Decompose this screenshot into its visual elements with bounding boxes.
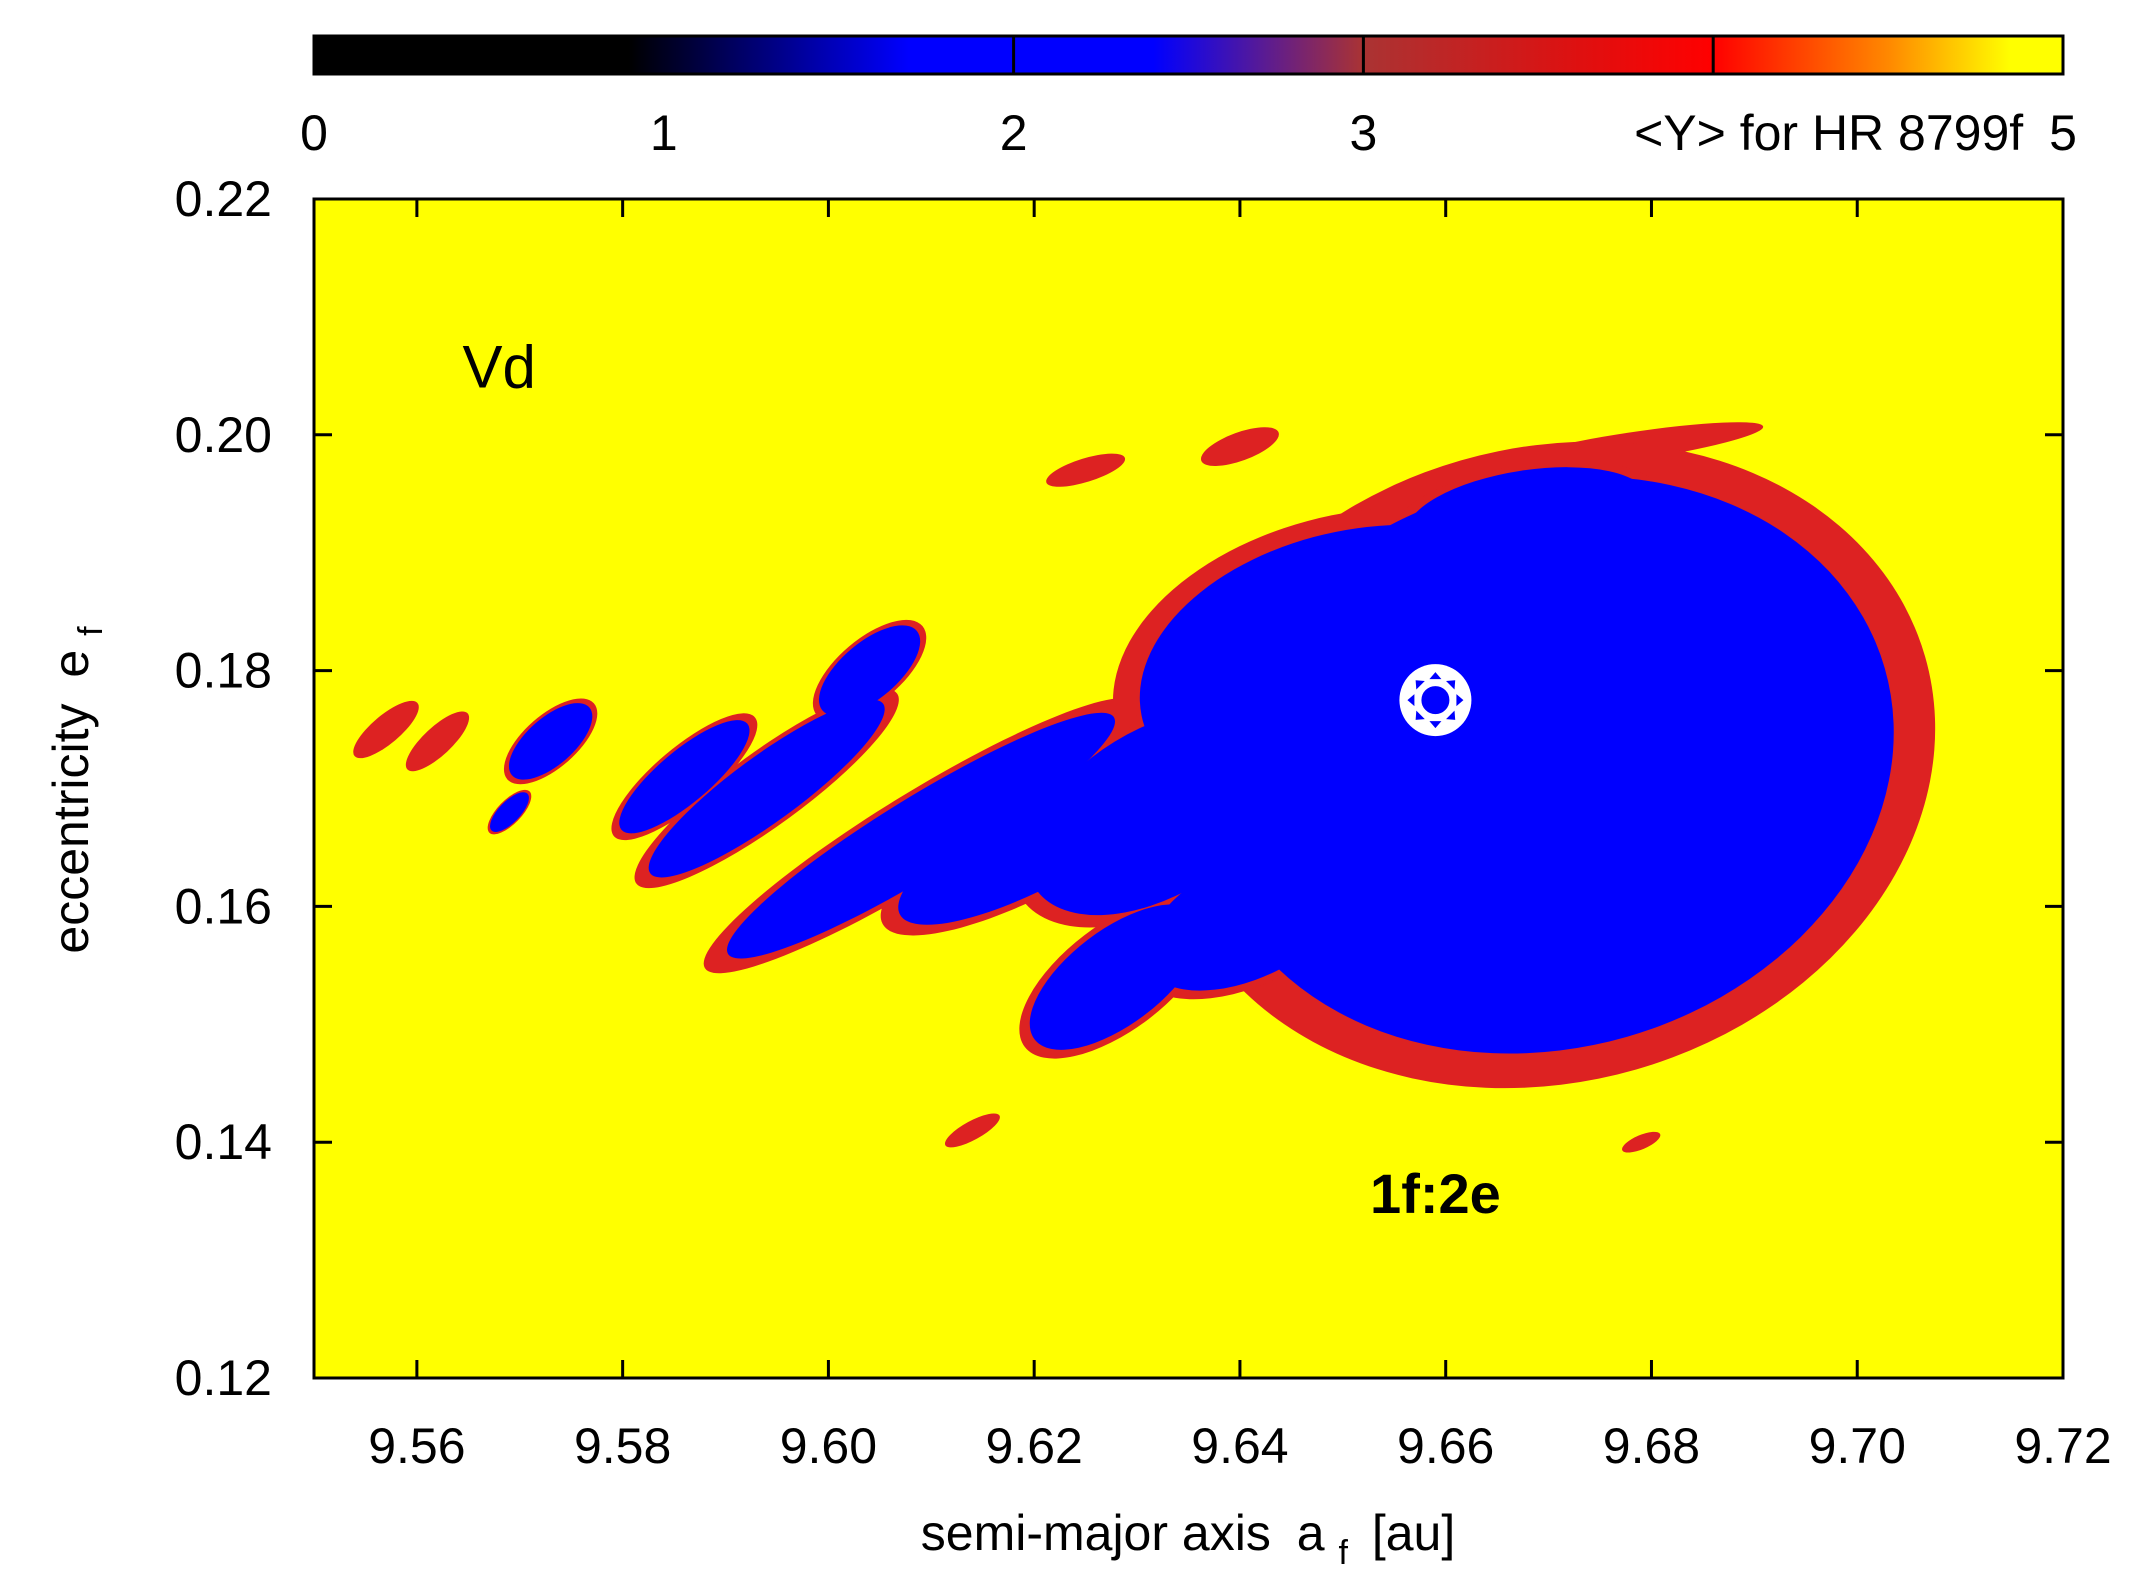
sun-marker-ray [1415,680,1425,690]
x-axis-label-text: semi-major axis [921,1505,1271,1561]
colorbar-label: <Y> for HR 8799f [1634,105,2023,161]
colorbar-tick-label: 2 [1000,105,1028,161]
x-tick-label: 9.66 [1397,1418,1494,1474]
plot-annotations: Vd 1f:2e [462,334,1500,1225]
sun-marker-ray [1429,721,1442,729]
stable-region [818,625,921,716]
x-axis-label-unit: [au] [1372,1505,1455,1561]
chaotic-fringe [1046,453,1126,487]
x-tick-label: 9.60 [780,1418,877,1474]
stable-region [1405,467,1651,568]
colorbar-divisions [1012,36,1715,74]
x-tick-label: 9.64 [1191,1418,1288,1474]
y-tick-label: 0.20 [175,407,272,463]
sun-marker-ray [1446,680,1456,690]
stable-region [726,712,1116,959]
stable-region [898,746,1191,925]
chaotic-fringe [405,711,470,772]
sun-marker-ray [1446,710,1456,720]
stable-region [490,792,529,832]
best-fit-sun-marker [1399,664,1472,737]
colorbar-frame [312,34,2065,76]
stable-region [619,720,750,834]
chaotic-fringe [1622,1131,1661,1153]
sun-marker-ray [1407,694,1415,707]
y-axis-label-symbol: e [43,650,99,678]
chaotic-fringe [353,700,419,759]
plot-area: Vd 1f:2e 9.56 9.58 9.60 9.62 9.64 9.66 9.68 9.70… [175,171,2112,1474]
colorbar-tick-label: 3 [1349,105,1377,161]
x-tick-label: 9.62 [986,1418,1083,1474]
sun-marker-ray [1415,710,1425,720]
y-tick-label: 0.16 [175,878,272,934]
stable-region [648,699,885,878]
annotation-label: 1f:2e [1370,1162,1501,1225]
y-tick-label: 0.14 [175,1114,272,1170]
y-axis-label-subscript: f [72,626,110,636]
colorbar-tick-label: 5 [2049,105,2077,161]
sun-marker-ray [1456,694,1464,707]
plot-frame [312,197,2065,1380]
colorbar-tick-label: 1 [650,105,678,161]
y-axis-ticks: 0.12 0.14 0.16 0.18 0.20 0.22 [175,171,2063,1406]
x-tick-label: 9.56 [368,1418,465,1474]
colorbar-gradient [314,36,2063,74]
x-tick-label: 9.72 [2014,1418,2111,1474]
x-tick-label: 9.68 [1603,1418,1700,1474]
x-axis-label-subscript: f [1338,1534,1348,1572]
y-axis-label-text: eccentricity [43,704,99,954]
colorbar-tick-label: 0 [300,105,328,161]
x-tick-label: 9.70 [1809,1418,1906,1474]
stable-region [508,703,593,780]
sun-marker-core [1419,684,1452,717]
annotation-label: Vd [462,334,535,401]
chaotic-fringe [1200,427,1279,466]
y-tick-label: 0.12 [175,1350,272,1406]
x-axis-label-symbol: a [1297,1505,1325,1561]
colorbar: 0 1 2 3 5 <Y> for HR 8799f [300,34,2077,161]
sun-marker-ray [1429,672,1442,680]
x-tick-label: 9.58 [574,1418,671,1474]
y-tick-label: 0.18 [175,643,272,699]
stability-map [353,422,1936,1153]
colorbar-tick-labels: 0 1 2 3 5 [300,105,2077,161]
chaotic-fringe [944,1113,1000,1148]
x-axis-label: semi-major axis a f [au] [921,1505,1455,1575]
y-tick-label: 0.22 [175,171,272,227]
y-axis-label: eccentricity e f [43,626,110,954]
stable-region [1029,904,1204,1050]
